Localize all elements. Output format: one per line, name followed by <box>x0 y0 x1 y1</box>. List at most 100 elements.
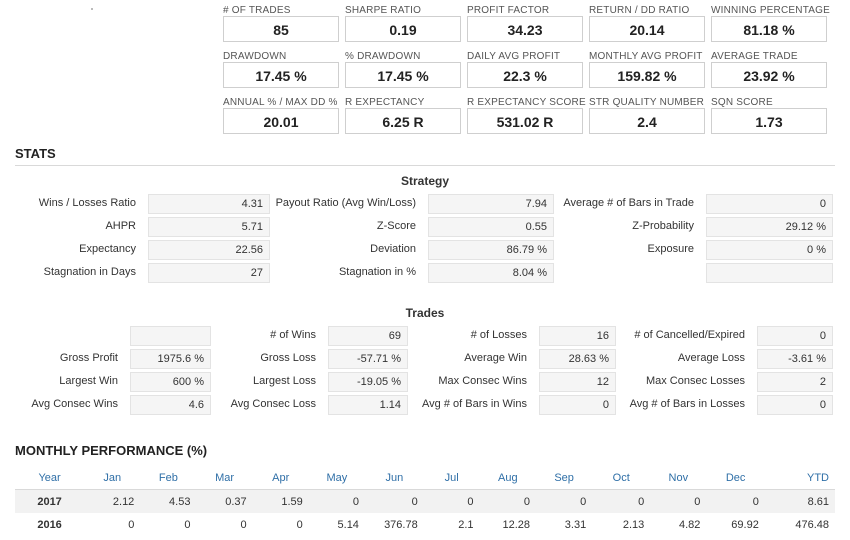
strategy-value: 0 % <box>706 240 833 260</box>
monthly-header-sep: Sep <box>554 472 574 484</box>
strategy-value: 4.31 <box>148 194 270 214</box>
strategy-label: Z-Probability <box>632 220 694 232</box>
metric-label: PROFIT FACTOR <box>467 5 550 16</box>
monthly-header-jul: Jul <box>444 472 459 484</box>
strategy-title: Strategy <box>400 174 450 188</box>
trades-label: Avg Consec Loss <box>230 398 316 410</box>
strategy-value: 5.71 <box>148 217 270 237</box>
trades-value <box>130 326 211 346</box>
metric-value: 6.25 R <box>345 108 461 134</box>
monthly-header-feb: Feb <box>158 472 178 484</box>
monthly-year: 2017 <box>15 489 85 513</box>
strategy-label: AHPR <box>105 220 136 232</box>
trades-label: Avg Consec Wins <box>31 398 118 410</box>
monthly-header-nov: Nov <box>668 472 689 484</box>
monthly-cell: 0 <box>240 518 247 531</box>
monthly-cell: 0 <box>423 489 480 513</box>
monthly-cell: 5.14 <box>337 518 359 531</box>
monthly-year: 2016 <box>37 518 62 531</box>
monthly-header-ytd: YTD <box>807 472 829 484</box>
monthly-header-dec: Dec <box>725 472 746 484</box>
trades-value: -19.05 % <box>328 372 408 392</box>
trades-value: 0 <box>757 326 833 346</box>
strategy-label: Wins / Losses Ratio <box>38 197 136 209</box>
strategy-value <box>706 263 833 283</box>
trades-label: Max Consec Losses <box>645 375 745 387</box>
trades-label: Largest Loss <box>253 375 316 387</box>
metric-label: WINNING PERCENTAGE <box>711 5 830 16</box>
strategy-value: 22.56 <box>148 240 270 260</box>
metric-value: 17.45 % <box>223 62 339 88</box>
metric-value: 81.18 % <box>711 16 827 42</box>
strategy-label: Deviation <box>370 243 416 255</box>
strategy-value: 86.79 % <box>428 240 554 260</box>
strategy-label: Expectancy <box>79 243 136 255</box>
metric-value: 0.19 <box>345 16 461 42</box>
metric-label: RETURN / DD RATIO <box>589 5 690 16</box>
trades-label: Gross Loss <box>260 352 316 364</box>
monthly-cell: 0 <box>479 489 537 513</box>
trades-label: Average Loss <box>677 352 745 364</box>
metric-label: MONTHLY AVG PROFIT <box>589 51 703 62</box>
trades-value: -3.61 % <box>757 349 833 369</box>
metric-value: 17.45 % <box>345 62 461 88</box>
strategy-value: 8.04 % <box>428 263 554 283</box>
metric-label: SQN SCORE <box>711 97 773 108</box>
monthly-header-jan: Jan <box>103 472 122 484</box>
metric-label: # OF TRADES <box>223 5 291 16</box>
monthly-header-jun: Jun <box>385 472 404 484</box>
trades-value: -57.71 % <box>328 349 408 369</box>
metric-value: 2.4 <box>589 108 705 134</box>
trades-label: Max Consec Wins <box>438 375 527 387</box>
monthly-header-may: May <box>326 472 348 484</box>
strategy-label: Exposure <box>647 243 694 255</box>
monthly-cell: 3.31 <box>564 518 587 531</box>
trades-label: # of Losses <box>470 329 527 341</box>
monthly-cell: 0 <box>128 518 135 531</box>
metric-label: DAILY AVG PROFIT <box>467 51 561 62</box>
trades-value: 28.63 % <box>539 349 616 369</box>
decorative-dot <box>91 8 93 10</box>
monthly-cell: 0 <box>706 489 765 513</box>
strategy-value: 0 <box>706 194 833 214</box>
monthly-header-apr: Apr <box>272 472 290 484</box>
metric-value: 1.73 <box>711 108 827 134</box>
strategy-value: 7.94 <box>428 194 554 214</box>
monthly-cell: 2.13 <box>622 518 645 531</box>
monthly-cell: 476.48 <box>795 518 829 531</box>
monthly-header-year: Year <box>38 472 61 484</box>
monthly-header-row: Year Jan Feb Mar Apr May Jun Jul Aug Sep Oct Nov Dec… <box>15 467 835 490</box>
monthly-header-aug: Aug <box>497 472 518 484</box>
metric-value: 531.02 R <box>467 108 583 134</box>
metric-label: % DRAWDOWN <box>345 51 421 62</box>
monthly-title: MONTHLY PERFORMANCE (%) <box>15 443 208 458</box>
monthly-header-oct: Oct <box>612 472 630 484</box>
strategy-label: Stagnation in Days <box>43 266 136 278</box>
monthly-cell: 376.78 <box>384 518 418 531</box>
strategy-value: 0.55 <box>428 217 554 237</box>
metric-value: 159.82 % <box>589 62 705 88</box>
strategy-label: Stagnation in % <box>338 266 416 278</box>
trades-label: # of Cancelled/Expired <box>634 329 745 341</box>
monthly-header-mar: Mar <box>215 472 235 484</box>
monthly-row: 2017 2.12 4.53 0.37 1.59 0 0 0 0 0 0 0 0 8.61 <box>15 489 835 513</box>
metric-label: R EXPECTANCY SCORE <box>467 97 586 108</box>
monthly-cell: 0 <box>308 489 365 513</box>
strategy-value: 27 <box>148 263 270 283</box>
monthly-cell: 0 <box>592 489 651 513</box>
metric-value: 20.01 <box>223 108 339 134</box>
monthly-cell: 0 <box>184 518 191 531</box>
trades-label: Largest Win <box>59 375 118 387</box>
metric-label: DRAWDOWN <box>223 51 287 62</box>
metric-label: STR QUALITY NUMBER <box>589 97 705 108</box>
trades-label: Avg # of Bars in Losses <box>629 398 745 410</box>
stats-title: STATS <box>15 146 56 161</box>
monthly-cell: 2.12 <box>84 489 141 513</box>
metric-label: ANNUAL % / MAX DD % <box>223 97 338 108</box>
trades-value: 12 <box>539 372 616 392</box>
metric-value: 22.3 % <box>467 62 583 88</box>
trades-value: 69 <box>328 326 408 346</box>
trades-label: Avg # of Bars in Wins <box>422 398 527 410</box>
trades-value: 16 <box>539 326 616 346</box>
monthly-row: 2016 0 0 0 0 5.14 376.78 2.1 12.28 3.31 2.13 4.82 69… <box>15 513 835 536</box>
